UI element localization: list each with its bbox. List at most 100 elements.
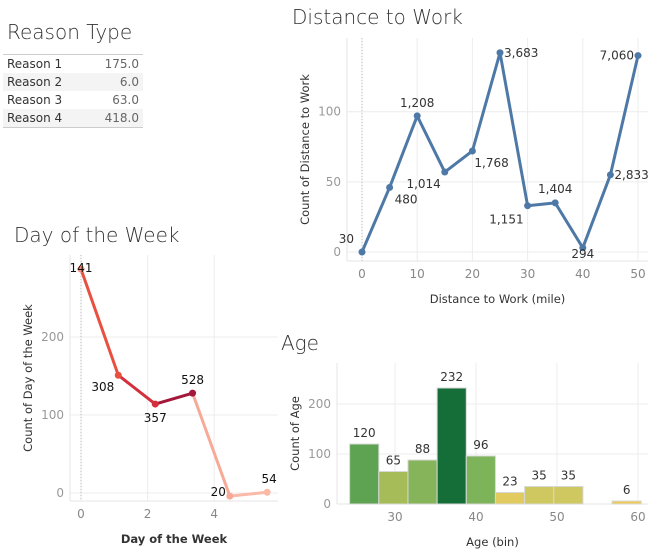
data-point: [358, 248, 366, 256]
x-tick-label: 50: [630, 267, 645, 281]
series-segment: [153, 391, 195, 406]
bar-label: 232: [440, 370, 463, 384]
data-label: 2,833: [614, 168, 648, 182]
row-value: 418.0: [104, 111, 139, 125]
x-tick-label: 10: [410, 267, 425, 281]
bar-label: 88: [415, 442, 430, 456]
data-label: 30: [339, 232, 354, 246]
data-label: 1,208: [400, 96, 434, 110]
row-label: Reason 4: [7, 111, 63, 125]
histogram-bar: [436, 387, 467, 505]
distance-chart-title: Distance to Work: [292, 5, 463, 29]
data-point: [263, 488, 271, 496]
row-label: Reason 1: [7, 57, 63, 71]
data-point: [413, 112, 421, 120]
y-axis-title: Count of Age: [288, 396, 302, 471]
data-point: [441, 168, 449, 176]
bar-label: 35: [532, 469, 547, 483]
x-tick-label: 0: [358, 267, 366, 281]
y-tick-label: 0: [56, 486, 64, 500]
x-tick-label: 4: [210, 507, 218, 521]
bar-label: 23: [502, 475, 517, 489]
histogram-bar: [349, 443, 380, 505]
y-tick-label: 0: [323, 497, 331, 511]
y-tick-label: 100: [41, 408, 64, 422]
row-value: 175.0: [104, 57, 139, 71]
y-tick-label: 200: [41, 330, 64, 344]
histogram-bar: [524, 486, 555, 505]
data-point: [551, 199, 559, 207]
bar-label: 96: [473, 438, 488, 452]
data-point: [114, 371, 122, 379]
y-axis-title: Count of Distance to Work: [298, 74, 312, 225]
row-label: Reason 3: [7, 93, 63, 107]
histogram-bar: [611, 500, 642, 505]
data-label: 54: [262, 472, 277, 486]
x-tick-label: 40: [468, 510, 483, 524]
histogram-bar: [378, 471, 409, 505]
data-point: [151, 400, 159, 408]
x-tick-label: 40: [575, 267, 590, 281]
x-axis-title: Day of the Week: [121, 532, 228, 546]
age-chart-title: Age: [281, 331, 319, 355]
data-label: 7,060: [600, 49, 634, 63]
y-tick-label: 200: [308, 397, 331, 411]
y-tick-label: 50: [326, 175, 341, 189]
data-label: 1,768: [474, 156, 508, 170]
y-axis-title: Count of Day of the Week: [21, 304, 35, 452]
histogram-bar: [553, 486, 584, 505]
bar-label: 35: [561, 469, 576, 483]
data-label: 308: [91, 380, 114, 394]
table-row[interactable]: Reason 4 418.0: [3, 109, 143, 128]
data-point: [77, 265, 85, 273]
y-tick-label: 100: [318, 105, 341, 119]
bar-label: 6: [623, 483, 631, 497]
data-point: [226, 492, 234, 500]
data-label: 528: [181, 373, 204, 387]
histogram-bar: [465, 455, 496, 505]
table-row[interactable]: Reason 1 175.0: [3, 55, 143, 74]
x-tick-label: 2: [144, 507, 152, 521]
data-label: 294: [571, 247, 594, 261]
reason-type-table: Reason 1 175.0 Reason 2 6.0 Reason 3 63.0 R…: [3, 54, 143, 128]
row-value: 6.0: [119, 75, 139, 89]
reason-type-title: Reason Type: [7, 20, 133, 44]
table-row[interactable]: Reason 3 63.0: [3, 91, 143, 109]
x-axis-title: Distance to Work (mile): [430, 292, 566, 306]
data-point: [579, 244, 587, 252]
row-value: 63.0: [112, 93, 139, 107]
data-point: [606, 171, 614, 179]
data-label: 357: [144, 411, 167, 425]
data-label: 1,404: [538, 182, 572, 196]
row-label: Reason 2: [7, 75, 63, 89]
y-tick-label: 100: [308, 447, 331, 461]
data-point: [634, 52, 642, 60]
x-tick-label: 20: [465, 267, 480, 281]
data-point: [386, 183, 394, 191]
data-point: [496, 49, 504, 57]
data-point: [524, 202, 532, 210]
series-segment: [116, 373, 157, 406]
x-tick-label: 30: [387, 510, 402, 524]
data-label: 141: [70, 261, 93, 275]
x-tick-label: 60: [630, 510, 645, 524]
y-tick-label: 0: [333, 245, 341, 259]
data-label: 480: [395, 192, 418, 206]
data-label: 3,683: [504, 46, 538, 60]
day-chart-title: Day of the Week: [14, 223, 180, 247]
series-segment: [228, 490, 269, 498]
data-point: [468, 147, 476, 155]
data-label: 1,014: [406, 177, 440, 191]
series-segment: [79, 267, 120, 377]
x-tick-label: 30: [520, 267, 535, 281]
x-axis-title: Age (bin): [466, 535, 519, 549]
data-label: 1,151: [489, 213, 523, 227]
data-label: 20: [211, 485, 226, 499]
histogram-bar: [494, 492, 526, 505]
x-tick-label: 50: [549, 510, 564, 524]
table-row[interactable]: Reason 2 6.0: [3, 73, 143, 91]
series-segment: [191, 391, 232, 498]
data-point: [189, 389, 197, 397]
